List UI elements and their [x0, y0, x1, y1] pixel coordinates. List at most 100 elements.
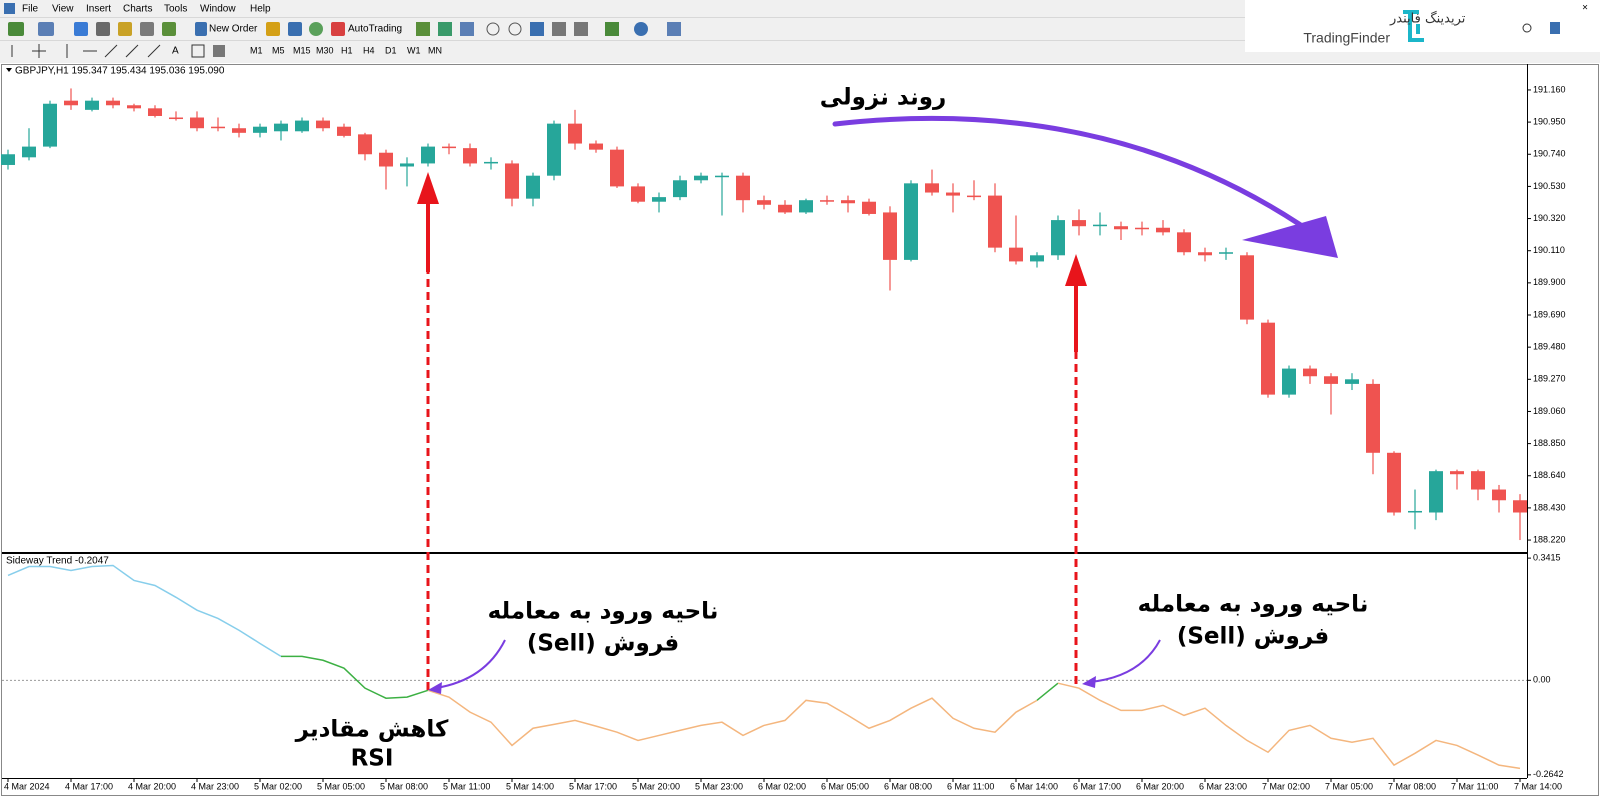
periods-icon[interactable] [634, 22, 648, 36]
x-tick-label: 5 Mar 08:00 [380, 781, 428, 791]
candle-body [1198, 252, 1212, 256]
zoom-out-icon[interactable] [508, 22, 522, 36]
label-tool[interactable] [191, 44, 205, 58]
timeframe-button[interactable]: H4 [363, 45, 375, 55]
community-icon[interactable] [1550, 22, 1560, 34]
candle-body [1429, 471, 1443, 513]
candle-body [421, 146, 435, 164]
autotrading-icon[interactable] [331, 22, 345, 36]
x-tick-label: 4 Mar 23:00 [191, 781, 239, 791]
candle-body [64, 100, 78, 106]
candle-body [505, 163, 519, 199]
candle-body [232, 128, 246, 133]
menu-item[interactable]: Window [200, 4, 236, 15]
candle-body [1366, 383, 1380, 453]
x-tick-label: 7 Mar 02:00 [1262, 781, 1310, 791]
close-button[interactable]: × [1582, 3, 1588, 14]
candle-body [211, 126, 225, 129]
timeframe-button[interactable]: H1 [341, 45, 353, 55]
x-tick-label: 6 Mar 02:00 [758, 781, 806, 791]
tile-icon[interactable] [530, 22, 544, 36]
timeframe-button[interactable]: M5 [272, 45, 285, 55]
candle-chart-icon[interactable] [438, 22, 452, 36]
candle-body [568, 123, 582, 144]
menu-item[interactable]: Insert [86, 4, 111, 15]
candle-body [463, 148, 477, 164]
trend-arrowhead [1242, 216, 1338, 258]
y-tick-label: 188.220 [1533, 534, 1566, 544]
arrows-tool[interactable] [213, 45, 225, 57]
candle-body [400, 163, 414, 167]
autoscroll-icon[interactable] [552, 22, 566, 36]
zoom-in-icon[interactable] [486, 22, 500, 36]
entry-label: ناحیه ورود به معامله [1138, 592, 1369, 618]
timeframe-button[interactable]: M1 [250, 45, 263, 55]
menu-item[interactable]: Charts [123, 4, 152, 15]
candle-body [1156, 227, 1170, 233]
menu-item[interactable]: Tools [164, 4, 187, 15]
candle-body [1282, 368, 1296, 395]
candle-body [1303, 368, 1317, 377]
new-order-icon[interactable] [195, 22, 207, 36]
rsi-label: RSI [351, 746, 394, 772]
timeframe-button[interactable]: M15 [293, 45, 311, 55]
text-tool[interactable]: A [172, 46, 179, 57]
new-chart-icon[interactable] [8, 22, 24, 36]
logo-name-fa: تریدینگ فایندر [1389, 11, 1466, 27]
timeframe-button[interactable]: D1 [385, 45, 397, 55]
y-tick-label: 190.320 [1533, 213, 1566, 223]
market-icon[interactable] [309, 22, 323, 36]
candle-body [1408, 510, 1422, 513]
y-tick-label: 189.270 [1533, 374, 1566, 384]
candle-body [274, 123, 288, 132]
logo-name-en: TradingFinder [1303, 30, 1390, 46]
market-watch-icon[interactable] [74, 22, 88, 36]
candle-body [1, 154, 15, 165]
account-icon[interactable] [288, 22, 302, 36]
data-window-icon[interactable] [96, 22, 110, 36]
timeframe-button[interactable]: MN [428, 45, 442, 55]
candle-body [22, 146, 36, 158]
timeframe-button[interactable]: M30 [316, 45, 334, 55]
channel-tool[interactable] [125, 44, 139, 58]
indicators-icon[interactable] [605, 22, 619, 36]
terminal-icon[interactable] [140, 22, 154, 36]
tester-icon[interactable] [162, 22, 176, 36]
new-order-button[interactable]: New Order [209, 24, 258, 35]
candle-body [1471, 471, 1485, 490]
candle-body [547, 123, 561, 176]
signals-icon[interactable] [266, 22, 280, 36]
search-icon[interactable] [1522, 23, 1532, 33]
x-tick-label: 6 Mar 08:00 [884, 781, 932, 791]
candle-body [484, 161, 498, 164]
shift-icon[interactable] [574, 22, 588, 36]
entry-label: فروش (Sell) [1177, 624, 1329, 650]
y-tick-label: 190.530 [1533, 181, 1566, 191]
candle-body [85, 100, 99, 110]
candle-body [106, 100, 120, 106]
profiles-icon[interactable] [38, 22, 54, 36]
candle-body [316, 120, 330, 129]
candle-body [190, 117, 204, 129]
menu-item[interactable]: File [22, 4, 39, 15]
x-tick-label: 6 Mar 11:00 [947, 781, 994, 791]
templates-icon[interactable] [667, 22, 681, 36]
candle-body [652, 197, 666, 202]
bar-chart-icon[interactable] [416, 22, 430, 36]
timeframe-button[interactable]: W1 [407, 45, 421, 55]
x-tick-label: 7 Mar 14:00 [1514, 781, 1562, 791]
fibonacci-tool[interactable] [147, 44, 161, 58]
x-tick-label: 6 Mar 23:00 [1199, 781, 1247, 791]
navigator-icon[interactable] [118, 22, 132, 36]
line-chart-icon[interactable] [460, 22, 474, 36]
autotrading-button[interactable]: AutoTrading [348, 24, 402, 35]
x-tick-label: 5 Mar 14:00 [506, 781, 554, 791]
x-tick-label: 6 Mar 17:00 [1073, 781, 1121, 791]
y-tick-label: 188.850 [1533, 438, 1566, 448]
trendline-tool[interactable] [104, 44, 118, 58]
menu-item[interactable]: Help [250, 4, 271, 15]
menu-item[interactable]: View [52, 4, 74, 15]
toolbar-icons [8, 22, 681, 58]
candle-body [778, 204, 792, 213]
chart-menu-arrow[interactable] [6, 68, 12, 72]
